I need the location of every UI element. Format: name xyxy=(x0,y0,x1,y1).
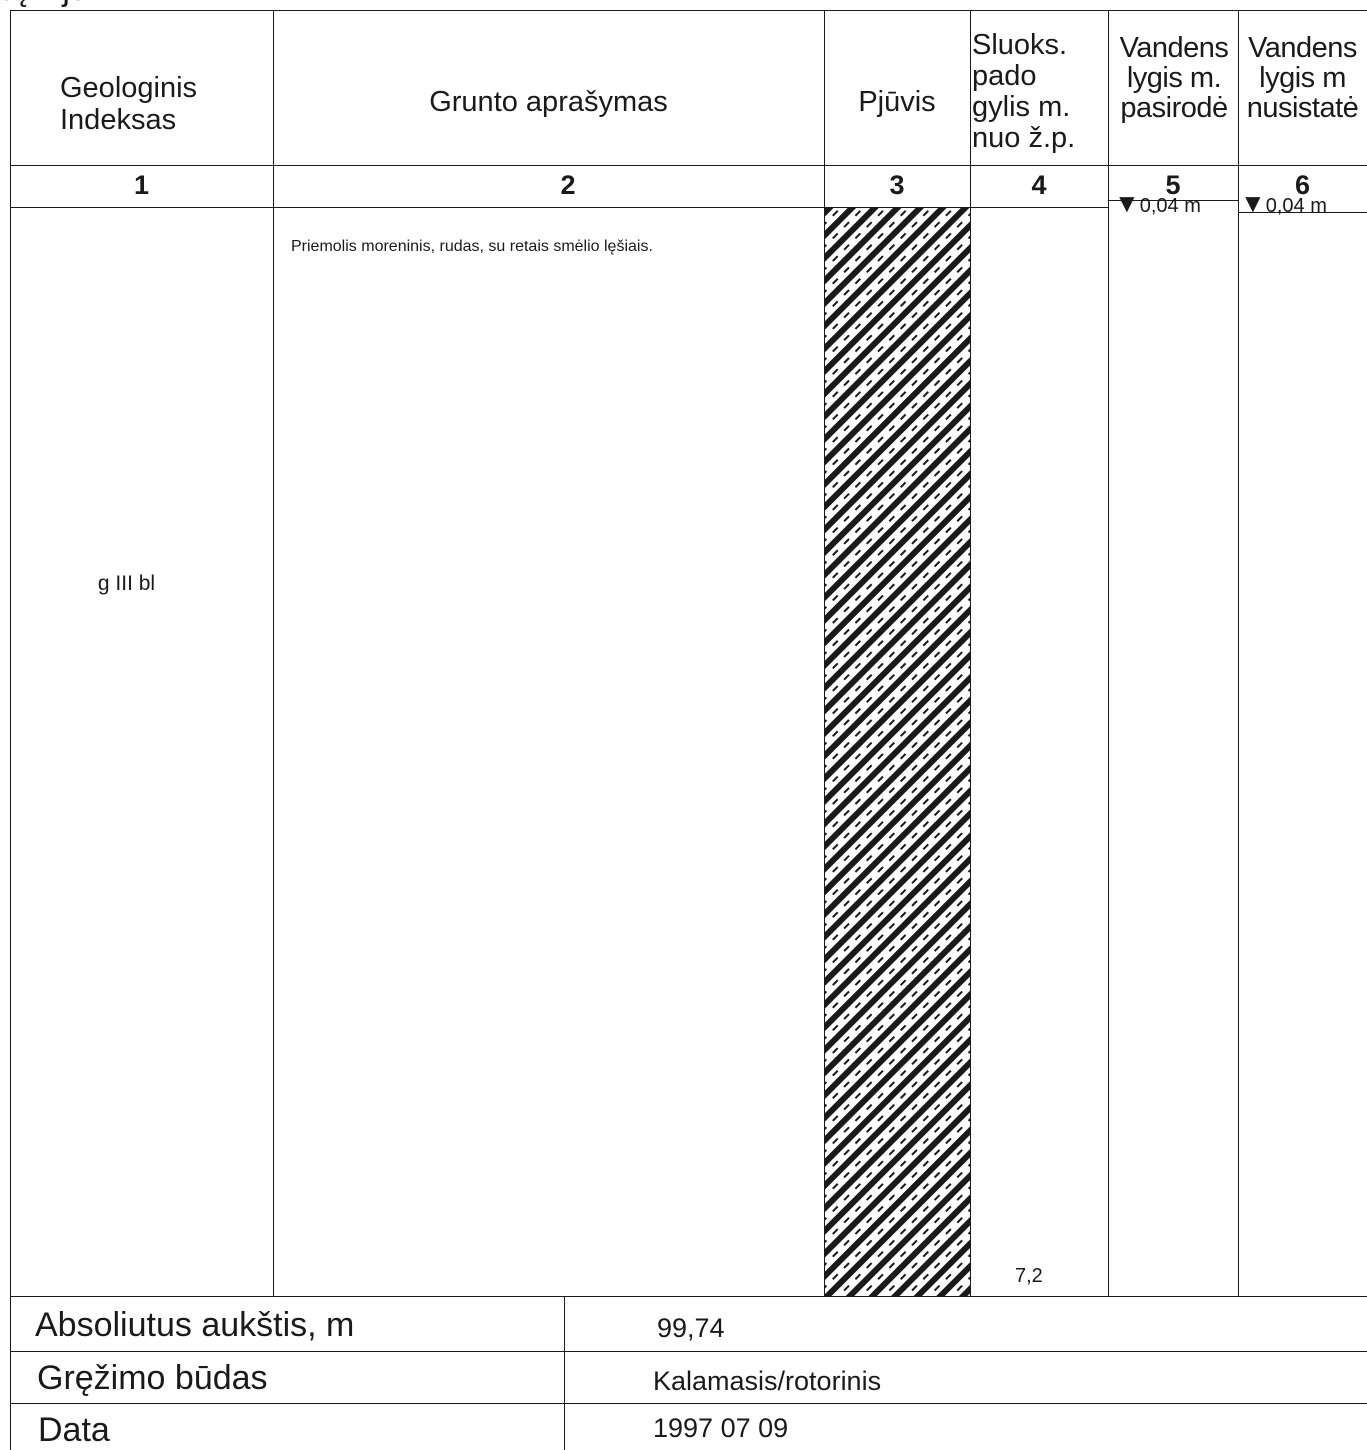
header-col4-line1: Sluoks. xyxy=(972,29,1068,61)
water-level-settled: ▼0,04 m xyxy=(1240,188,1367,219)
column-number-1: 1 xyxy=(133,170,150,200)
col4-right-border xyxy=(1108,10,1109,1296)
date-value: 1997 07 09 xyxy=(653,1413,789,1443)
column-number-4: 4 xyxy=(1031,170,1047,200)
header-col4-line2: pado xyxy=(972,60,1037,92)
geological-index: g III bl xyxy=(97,572,156,595)
header-col6-line1: Vandens xyxy=(1248,33,1357,64)
drilling-method-value: Kalamasis/rotorinis xyxy=(653,1366,882,1396)
header-vandens-pasirode: Vandens lygis m. pasirodė xyxy=(1108,33,1240,123)
water-row-separator-5 xyxy=(1108,200,1238,201)
water-level-appeared: ▼0,04 m xyxy=(1114,188,1238,219)
water-level-appeared-value: 0,04 m xyxy=(1139,195,1201,217)
header-vandens-nusistate: Vandens lygis m nusistatė xyxy=(1238,33,1367,123)
layer-bottom-border xyxy=(10,1296,1367,1297)
absolute-height-value: 99,74 xyxy=(657,1313,725,1343)
triangle-down-icon: ▼ xyxy=(1240,188,1266,218)
header-col6-line3: nusistatė xyxy=(1246,92,1359,123)
page-title-fragment: aĮ…jū xyxy=(0,0,89,9)
table-top-border xyxy=(10,10,1367,11)
number-row-separator xyxy=(10,207,1108,208)
col5-right-border xyxy=(1238,10,1239,1296)
date-label: Data xyxy=(38,1411,110,1449)
column-number-3: 3 xyxy=(889,170,905,200)
column-number-5: 5 xyxy=(1165,170,1181,200)
bottom-label-value-divider xyxy=(564,1296,565,1450)
header-sluoksnio-gylis: Sluoks. pado gylis m. nuo ž.p. xyxy=(972,30,1112,154)
bottom-row-separator-2 xyxy=(10,1403,1367,1404)
header-col4-line3: gylis m. xyxy=(972,91,1071,123)
col3-right-border xyxy=(970,10,971,1296)
header-col6-line2: lygis m xyxy=(1259,62,1346,94)
soil-section-hatch xyxy=(825,208,970,1296)
table-left-border xyxy=(10,10,11,1450)
header-grunto-aprasymas: Grunto aprašymas xyxy=(429,86,668,118)
header-col5-line3: pasirodė xyxy=(1120,92,1228,124)
water-level-settled-value: 0,04 m xyxy=(1265,195,1327,217)
column-number-2: 2 xyxy=(560,170,576,200)
header-separator xyxy=(10,165,1367,166)
header-col4-line4: nuo ž.p. xyxy=(972,122,1076,154)
soil-description: Priemolis moreninis, rudas, su retais sm… xyxy=(291,238,653,255)
absolute-height-label: Absoliutus aukštis, m xyxy=(35,1306,355,1344)
layer-depth: 7,2 xyxy=(1015,1265,1043,1287)
bottom-row-separator-1 xyxy=(10,1351,1367,1352)
col2-right-border xyxy=(824,10,825,1296)
header-col1-line1: Geologinis xyxy=(60,72,198,104)
header-geologinis-indeksas: Geologinis Indeksas xyxy=(60,72,260,136)
header-col5-line1: Vandens xyxy=(1119,32,1229,64)
header-col5-line2: lygis m. xyxy=(1126,62,1222,94)
header-pjuvis: Pjūvis xyxy=(858,86,936,118)
triangle-down-icon: ▼ xyxy=(1114,188,1140,218)
drilling-method-label: Gręžimo būdas xyxy=(37,1359,268,1397)
header-col1-line2: Indeksas xyxy=(60,104,177,136)
column-number-6: 6 xyxy=(1294,170,1311,200)
water-row-separator-6 xyxy=(1238,212,1367,213)
col1-right-border xyxy=(273,10,274,1296)
